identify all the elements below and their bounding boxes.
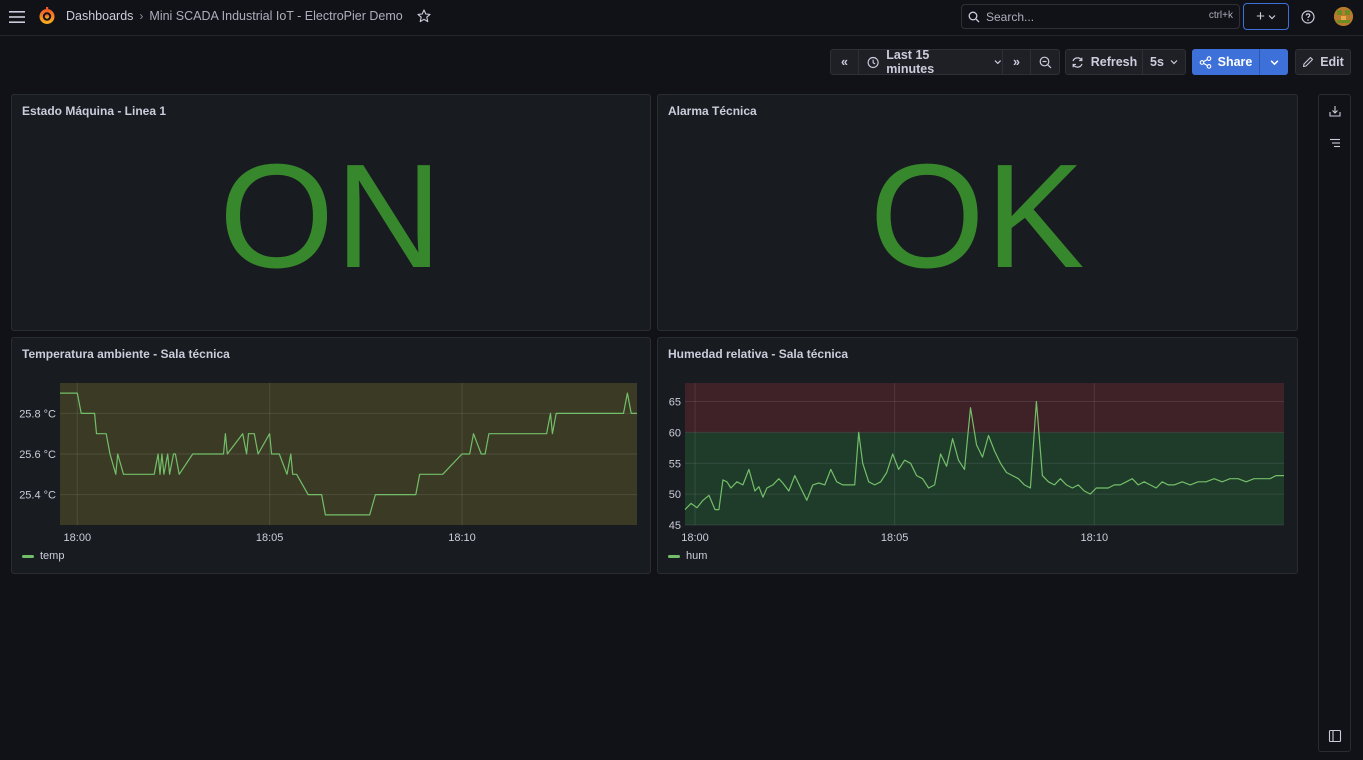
double-chevron-right-icon: » <box>1013 55 1020 69</box>
breadcrumb-separator: › <box>139 9 144 23</box>
panel-temperatura[interactable]: Temperatura ambiente - Sala técnica 25.4… <box>11 337 651 574</box>
threshold-band <box>685 432 1284 525</box>
top-navigation-bar: Dashboards › Mini SCADA Industrial IoT -… <box>0 0 1363 36</box>
panel-title: Estado Máquina - Linea 1 <box>22 104 167 118</box>
edit-label: Edit <box>1320 55 1344 69</box>
legend-swatch <box>668 554 680 558</box>
right-sidebar-rail <box>1318 94 1351 752</box>
plot-background <box>60 383 637 525</box>
series-line-hum <box>684 400 1284 511</box>
y-tick-label: 25.4 °C <box>19 490 56 502</box>
share-button-group: Share <box>1192 49 1288 75</box>
humidity-chart[interactable]: 45 50 55 60 65 18:00 18:05 18:10 <box>658 338 1297 573</box>
refresh-interval-picker[interactable]: 5s <box>1143 50 1185 74</box>
panel-title: Temperatura ambiente - Sala técnica <box>22 347 230 361</box>
chevron-down-icon <box>994 60 1002 65</box>
dock-panel-icon[interactable] <box>1328 729 1342 743</box>
outline-list-icon[interactable] <box>1328 136 1342 150</box>
search-shortcut-hint: ctrl+k <box>1208 10 1233 21</box>
edit-button[interactable]: Edit <box>1295 49 1351 75</box>
zoom-out-icon <box>1039 56 1051 68</box>
refresh-icon <box>1072 56 1083 68</box>
share-icon <box>1199 55 1211 69</box>
y-tick-label: 65 <box>669 397 681 409</box>
time-shift-back-button[interactable]: « <box>831 50 859 74</box>
x-tick-label: 18:10 <box>1081 532 1109 544</box>
chevron-down-icon <box>1270 59 1278 65</box>
threshold-band <box>685 383 1284 433</box>
chevron-down-icon <box>1170 60 1178 65</box>
menu-icon[interactable] <box>8 8 26 26</box>
y-tick-label: 45 <box>669 520 681 532</box>
clock-icon <box>867 56 879 68</box>
new-menu-button[interactable]: + <box>1243 3 1289 30</box>
download-icon[interactable] <box>1328 104 1342 118</box>
grafana-logo-icon[interactable] <box>37 6 57 26</box>
x-tick-label: 18:05 <box>256 532 284 544</box>
panel-estado-maquina[interactable]: Estado Máquina - Linea 1 ON <box>11 94 651 331</box>
y-tick-label: 60 <box>669 427 681 439</box>
double-chevron-left-icon: « <box>841 55 848 69</box>
y-tick-label: 50 <box>669 489 681 501</box>
x-tick-label: 18:05 <box>881 532 909 544</box>
refresh-button[interactable]: Refresh <box>1066 50 1143 74</box>
share-button[interactable]: Share <box>1192 49 1260 75</box>
legend-label: hum <box>686 550 708 562</box>
time-picker-group: « Last 15 minutes » <box>830 48 1060 76</box>
chart-legend[interactable]: temp <box>22 550 64 562</box>
star-icon[interactable] <box>417 9 431 23</box>
help-icon[interactable] <box>1300 9 1316 25</box>
panel-alarma-tecnica[interactable]: Alarma Técnica OK <box>657 94 1298 331</box>
y-tick-label: 55 <box>669 458 681 470</box>
panel-title: Alarma Técnica <box>668 104 757 118</box>
pencil-icon <box>1303 56 1314 68</box>
refresh-group: Refresh 5s <box>1065 49 1186 75</box>
chevron-down-icon <box>1268 14 1276 19</box>
search-box[interactable]: ctrl+k <box>961 4 1240 29</box>
time-shift-forward-button[interactable]: » <box>1003 50 1031 74</box>
share-label: Share <box>1217 55 1253 69</box>
x-tick-label: 18:10 <box>448 532 476 544</box>
plus-icon: + <box>1256 8 1265 25</box>
breadcrumb: Dashboards › Mini SCADA Industrial IoT -… <box>66 9 431 23</box>
search-icon <box>968 11 980 22</box>
legend-swatch <box>22 554 34 558</box>
share-options-button[interactable] <box>1260 49 1288 75</box>
stat-value: ON <box>219 134 443 299</box>
dashboard-title: Mini SCADA Industrial IoT - ElectroPier … <box>149 9 403 23</box>
breadcrumb-dashboards-link[interactable]: Dashboards <box>66 9 134 23</box>
user-avatar[interactable] <box>1334 7 1353 26</box>
series-line-temp <box>60 392 637 516</box>
panel-humedad[interactable]: Humedad relativa - Sala técnica 45 50 55 60… <box>657 337 1298 574</box>
avatar-image <box>1334 7 1353 26</box>
time-range-label: Last 15 minutes <box>886 48 935 76</box>
panel-title: Humedad relativa - Sala técnica <box>668 347 849 361</box>
x-tick-label: 18:00 <box>64 532 92 544</box>
x-tick-label: 18:00 <box>681 532 709 544</box>
y-tick-label: 25.6 °C <box>19 449 56 461</box>
refresh-interval-value: 5s <box>1150 55 1164 69</box>
chart-legend[interactable]: hum <box>668 550 707 562</box>
legend-label: temp <box>40 550 65 562</box>
y-tick-label: 25.8 °C <box>19 408 56 420</box>
search-input[interactable] <box>986 9 1186 24</box>
time-range-picker[interactable]: Last 15 minutes <box>859 48 1003 76</box>
temperature-chart[interactable]: 25.4 °C 25.6 °C 25.8 °C 18:00 18:05 18:10 <box>12 338 650 573</box>
stat-value: OK <box>869 134 1086 299</box>
refresh-label: Refresh <box>1090 55 1138 69</box>
zoom-out-button[interactable] <box>1031 50 1059 74</box>
